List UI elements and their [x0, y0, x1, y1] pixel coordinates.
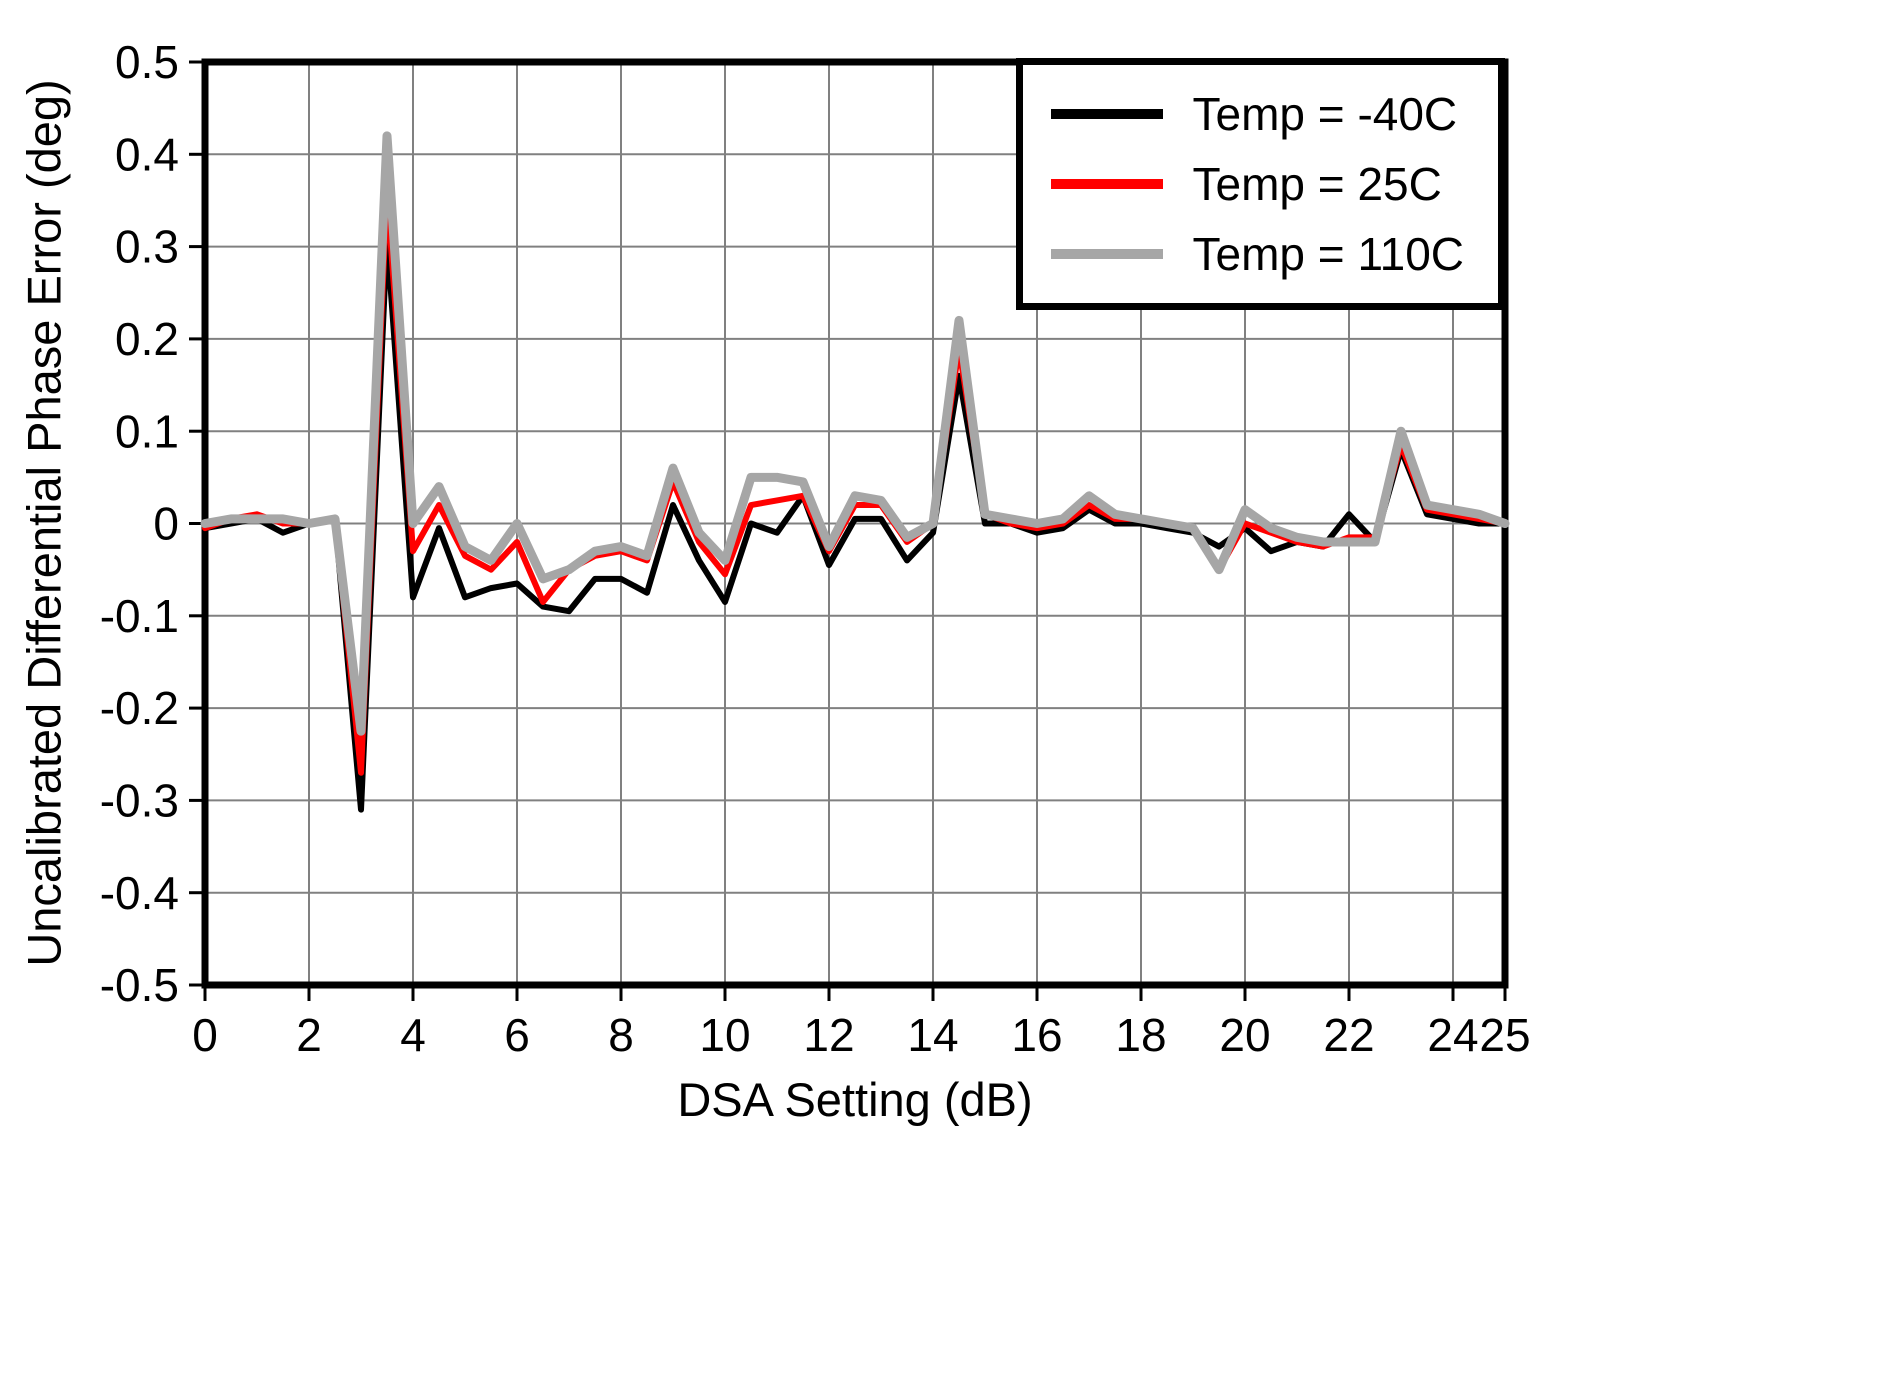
legend-line-swatch [1050, 109, 1163, 119]
x-tick-label: 2 [296, 1009, 322, 1061]
y-tick-label: -0.5 [100, 959, 179, 1011]
legend-line-swatch [1050, 249, 1163, 259]
x-tick-label: 22 [1323, 1009, 1374, 1061]
y-tick-label: -0.2 [100, 682, 179, 734]
y-tick-label: -0.3 [100, 775, 179, 827]
y-tick-label: 0.4 [115, 128, 179, 180]
series-line-3 [200, 131, 1510, 736]
legend-label: Temp = 110C [1192, 228, 1464, 280]
series-line-1 [202, 234, 1508, 813]
x-tick-label: 12 [803, 1009, 854, 1061]
x-tick-label: 0 [192, 1009, 218, 1061]
y-tick-label: 0.3 [115, 221, 179, 273]
y-tick-label: -0.4 [100, 867, 179, 919]
legend-item: Temp = 110C [1050, 227, 1464, 281]
x-tick-label: 20 [1219, 1009, 1270, 1061]
x-tick-label: 16 [1011, 1009, 1062, 1061]
x-tick-label: 10 [699, 1009, 750, 1061]
y-tick-label: 0 [153, 498, 179, 550]
y-tick-label: 0.1 [115, 405, 179, 457]
x-tick-label: 6 [504, 1009, 530, 1061]
legend-item: Temp = 25C [1050, 157, 1464, 211]
x-tick-label: 18 [1115, 1009, 1166, 1061]
x-tick-label: 4 [400, 1009, 426, 1061]
x-tick-label: 25 [1479, 1009, 1530, 1061]
y-tick-label: 0.5 [115, 36, 179, 88]
x-tick-label: 14 [907, 1009, 958, 1061]
y-tick-label: 0.2 [115, 313, 179, 365]
x-tick-label: 24 [1427, 1009, 1478, 1061]
y-tick-label: -0.1 [100, 590, 179, 642]
x-axis-title: DSA Setting (dB) [677, 1073, 1033, 1126]
legend: Temp = -40C Temp = 25C Temp = 110C [1015, 58, 1505, 310]
legend-item: Temp = -40C [1050, 87, 1464, 141]
legend-line-swatch [1050, 179, 1163, 189]
legend-label: Temp = 25C [1192, 158, 1442, 210]
legend-label: Temp = -40C [1192, 88, 1458, 140]
x-tick-label: 8 [608, 1009, 634, 1061]
